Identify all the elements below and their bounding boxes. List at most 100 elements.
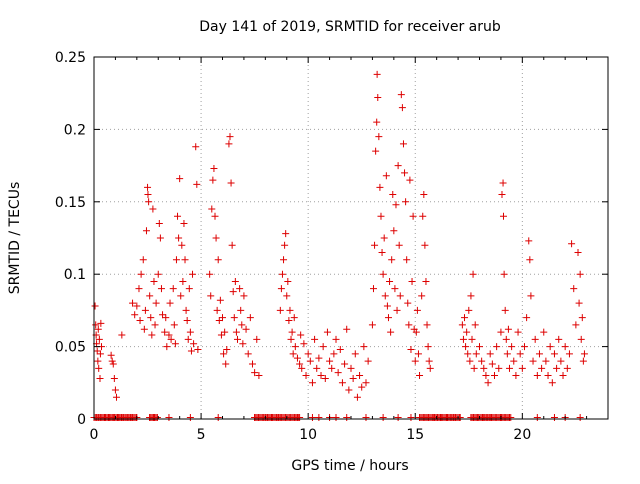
data-point (568, 240, 576, 248)
data-point (96, 350, 104, 358)
data-point (420, 191, 428, 199)
data-point (358, 383, 366, 391)
data-point (405, 321, 413, 329)
data-point (392, 201, 400, 209)
data-point (97, 319, 105, 327)
data-point (239, 340, 247, 348)
data-point (377, 212, 385, 220)
data-point (338, 379, 346, 387)
data-point (298, 364, 306, 372)
data-point (233, 335, 241, 343)
data-point (170, 321, 178, 329)
data-point (163, 343, 171, 351)
data-point (149, 205, 157, 213)
data-point (576, 414, 584, 422)
data-point (497, 328, 505, 336)
data-point (343, 325, 351, 333)
data-point (501, 306, 509, 314)
data-point (347, 364, 355, 372)
data-point (178, 241, 186, 249)
data-point (133, 302, 141, 310)
data-point (375, 133, 383, 141)
data-point (394, 414, 402, 422)
data-point (380, 234, 388, 242)
data-point (550, 414, 558, 422)
data-point (280, 256, 288, 264)
data-point (360, 343, 368, 351)
data-point (144, 191, 152, 199)
data-point (217, 331, 225, 339)
data-point (408, 277, 416, 285)
data-point (406, 176, 414, 184)
data-point (167, 335, 175, 343)
data-point (206, 270, 214, 278)
data-point (458, 321, 466, 329)
data-point (419, 212, 427, 220)
data-point (525, 237, 533, 245)
data-point (553, 364, 561, 372)
data-point (253, 335, 261, 343)
data-point (157, 285, 165, 293)
data-point (486, 350, 494, 358)
data-point (514, 328, 522, 336)
data-point (466, 357, 474, 365)
data-point (379, 414, 387, 422)
data-point (464, 350, 472, 358)
data-point (386, 277, 394, 285)
data-point (91, 302, 99, 310)
data-point (490, 372, 498, 380)
data-point (502, 335, 510, 343)
data-point (398, 104, 406, 112)
data-point (493, 343, 501, 351)
data-point (424, 343, 432, 351)
data-point (109, 360, 117, 368)
data-point (505, 364, 513, 372)
data-point (172, 256, 180, 264)
data-point (546, 343, 554, 351)
zero-data-point (507, 414, 515, 422)
data-point (232, 328, 240, 336)
data-point (162, 314, 170, 322)
data-point (480, 364, 488, 372)
data-point (548, 379, 556, 387)
data-point (231, 277, 239, 285)
data-point (499, 212, 507, 220)
data-point (373, 70, 381, 78)
x-tick-label: 0 (90, 427, 99, 443)
data-point (402, 198, 410, 206)
data-point (209, 176, 217, 184)
data-point (141, 306, 149, 314)
data-point (140, 325, 148, 333)
data-point (576, 270, 584, 278)
data-point (150, 277, 158, 285)
data-point (183, 317, 191, 325)
data-point (520, 343, 528, 351)
data-point (308, 379, 316, 387)
data-point (391, 285, 399, 293)
data-point (580, 350, 588, 358)
data-point (531, 335, 539, 343)
data-point (152, 299, 160, 307)
data-point (176, 175, 184, 183)
data-point (229, 288, 237, 296)
data-point (540, 328, 548, 336)
data-point (382, 172, 390, 180)
data-point (186, 328, 194, 336)
data-point (468, 335, 476, 343)
data-point (240, 292, 248, 300)
plot-frame (93, 56, 609, 420)
data-point (403, 256, 411, 264)
data-point (251, 369, 259, 377)
data-point (95, 335, 103, 343)
data-point (371, 241, 379, 249)
data-point (499, 179, 507, 187)
data-point (293, 354, 301, 362)
data-point (469, 270, 477, 278)
data-point (290, 314, 298, 322)
y-tick-label: 0.15 (55, 195, 86, 211)
data-point (533, 414, 541, 422)
data-point (559, 372, 567, 380)
data-point (207, 292, 215, 300)
data-point (155, 220, 163, 228)
